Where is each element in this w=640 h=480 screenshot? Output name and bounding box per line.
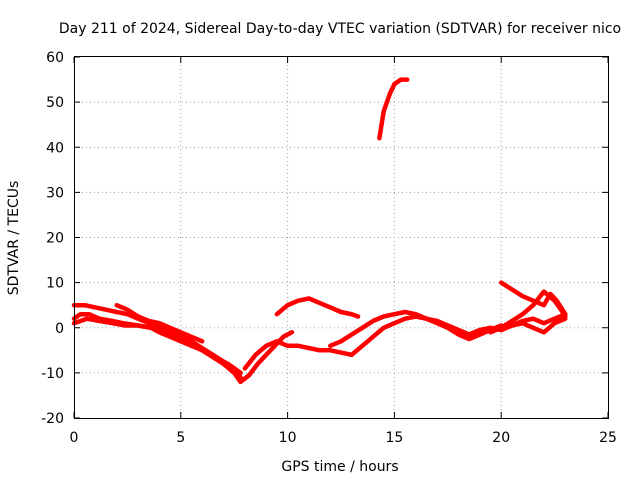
y-tick-label: -20	[41, 411, 64, 427]
y-tick-label: 40	[46, 140, 64, 156]
y-tick-label: 20	[46, 231, 64, 247]
y-axis-label: SDTVAR / TECUs	[6, 181, 22, 296]
series-line-track-6	[274, 296, 361, 319]
x-tick-label: 0	[70, 430, 79, 446]
series-line-track-4	[114, 302, 205, 344]
series-line-track-5	[242, 339, 354, 371]
series-layer	[71, 77, 568, 385]
chart-title: Day 211 of 2024, Sidereal Day-to-day VTE…	[59, 21, 621, 37]
series-line-track-12	[498, 316, 568, 335]
series-line-track-9	[377, 77, 410, 141]
y-tick-label: 10	[46, 276, 64, 292]
x-tick-label: 5	[176, 430, 185, 446]
x-axis-label: GPS time / hours	[281, 459, 398, 475]
y-tick-label: 50	[46, 95, 64, 111]
y-tick-label: 30	[46, 185, 64, 201]
x-tick-label: 25	[599, 430, 617, 446]
y-axis: -20 -10 0 10 20 30 40 50 60	[41, 50, 608, 427]
series-line-track-8	[349, 311, 568, 358]
grid	[74, 57, 608, 418]
y-tick-label: 0	[55, 321, 64, 337]
series-line-track-7	[328, 309, 504, 349]
x-tick-label: 15	[385, 430, 403, 446]
x-tick-label: 10	[279, 430, 297, 446]
series-line-track-3	[71, 316, 243, 376]
y-tick-label: -10	[41, 366, 64, 382]
x-axis: 0 5 10 15 20 25	[70, 57, 617, 446]
series-line-track-11	[488, 289, 568, 335]
y-tick-label: 60	[46, 50, 64, 66]
x-tick-label: 20	[492, 430, 510, 446]
